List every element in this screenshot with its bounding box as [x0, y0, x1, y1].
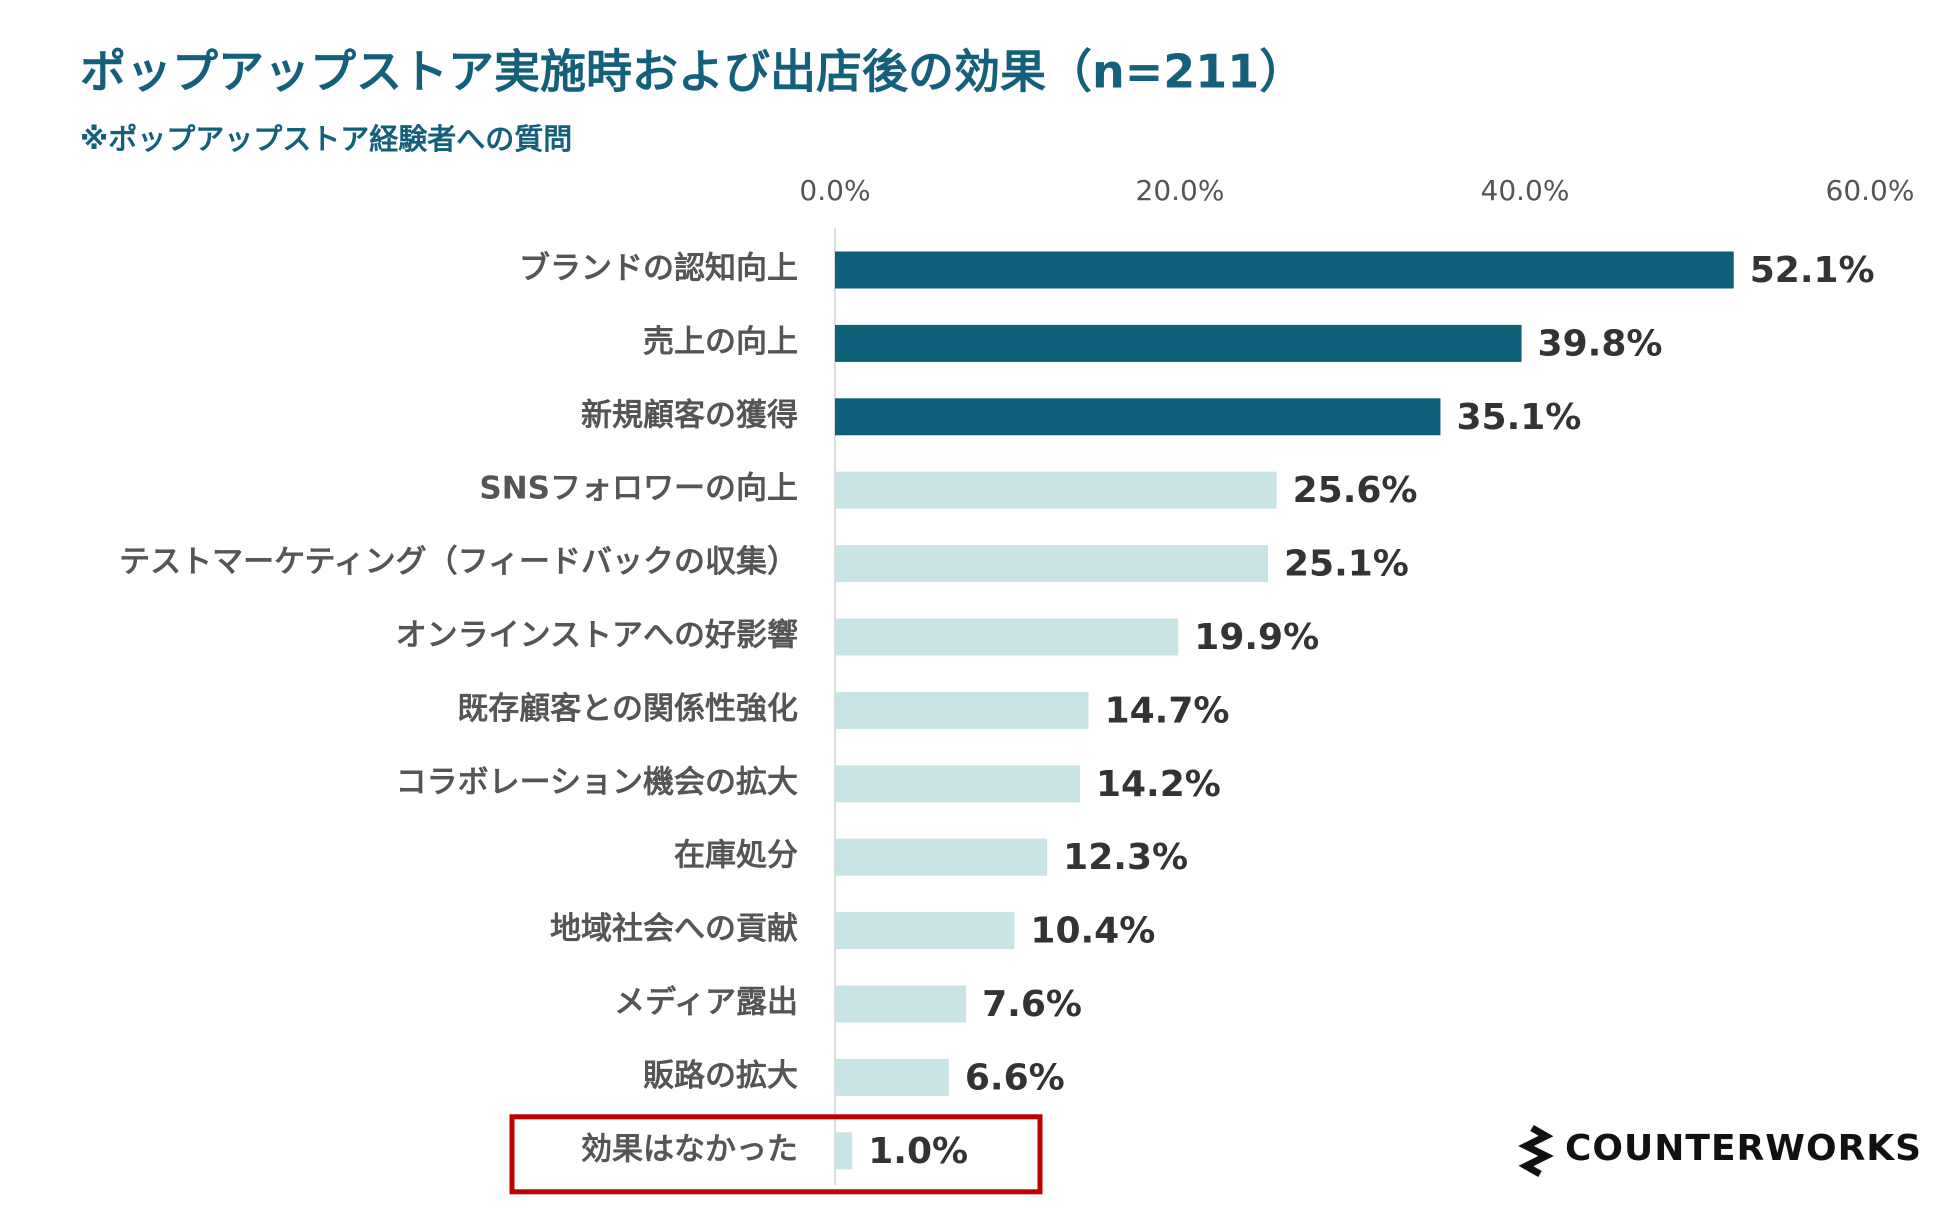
logo-icon [1518, 1124, 1554, 1178]
value-label: 14.2% [1096, 764, 1221, 805]
category-label: メディア露出 [614, 985, 798, 1021]
category-label: 売上の向上 [643, 324, 798, 360]
x-tick-label: 20.0% [1136, 174, 1225, 207]
bar [835, 838, 1048, 876]
value-label: 6.6% [965, 1057, 1065, 1098]
value-label: 35.1% [1456, 397, 1581, 438]
value-label: 1.0% [868, 1131, 968, 1172]
chart-title: ポップアップストア実施時および出店後の効果（n=211） [80, 45, 1305, 99]
bar [835, 1132, 853, 1170]
x-tick-label: 40.0% [1481, 174, 1570, 207]
bar [835, 1058, 949, 1096]
category-label: オンラインストアへの好影響 [396, 618, 798, 654]
bar [835, 985, 967, 1023]
category-label: 販路の拡大 [643, 1058, 798, 1094]
bar [835, 618, 1179, 656]
bar [835, 765, 1080, 803]
x-tick-label: 0.0% [799, 174, 870, 207]
chart-subtitle: ※ポップアップストア経験者への質問 [80, 122, 572, 156]
logo: COUNTERWORKS [1518, 1124, 1922, 1178]
bar [835, 398, 1441, 436]
logo-text: COUNTERWORKS [1565, 1128, 1922, 1169]
value-label: 25.6% [1293, 470, 1418, 511]
value-label: 7.6% [982, 984, 1082, 1025]
x-tick-label: 60.0% [1826, 174, 1915, 207]
value-label: 19.9% [1194, 617, 1319, 658]
bar [835, 251, 1734, 289]
highlight-box [509, 1114, 1043, 1195]
bar [835, 691, 1089, 729]
category-label: コラボレーション機会の拡大 [396, 764, 798, 800]
value-label: 12.3% [1063, 837, 1188, 878]
category-label: ブランドの認知向上 [519, 251, 798, 287]
value-label: 14.7% [1105, 690, 1230, 731]
category-label: 新規顧客の獲得 [581, 397, 798, 433]
value-label: 10.4% [1030, 911, 1155, 952]
category-label: 既存顧客との関係性強化 [457, 691, 798, 727]
category-label: テストマーケティング（フィードバックの収集） [119, 544, 798, 580]
bar [835, 545, 1268, 583]
value-label: 52.1% [1750, 250, 1875, 291]
category-label: 効果はなかった [581, 1131, 798, 1167]
bar [835, 912, 1015, 950]
category-label: 地域社会への貢献 [550, 911, 798, 947]
bar [835, 324, 1522, 362]
category-label: SNSフォロワーの向上 [479, 471, 798, 507]
bar [835, 471, 1277, 509]
value-label: 39.8% [1538, 323, 1663, 364]
value-label: 25.1% [1284, 544, 1409, 585]
category-label: 在庫処分 [674, 838, 798, 874]
